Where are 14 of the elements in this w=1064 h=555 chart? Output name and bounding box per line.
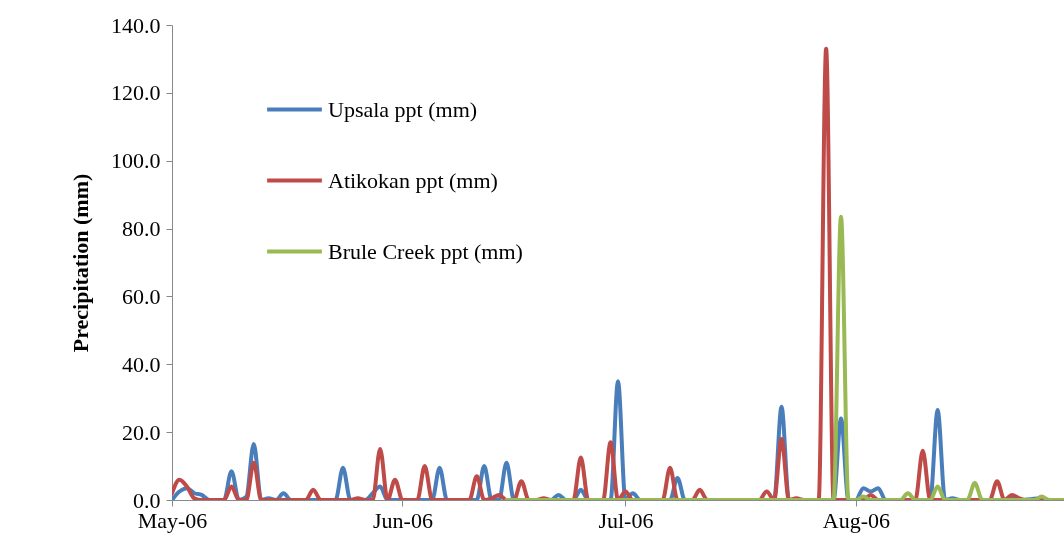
x-tick-label: Aug-06 xyxy=(822,507,890,533)
y-axis-title: Precipitation (mm) xyxy=(68,173,93,353)
y-tick-label: 140.0 xyxy=(111,12,161,38)
y-tick-label: 60.0 xyxy=(122,283,161,309)
legend-label: Atikokan ppt (mm) xyxy=(328,167,498,193)
y-tick-label: 120.0 xyxy=(111,80,161,106)
x-tick-label: Jul-06 xyxy=(598,507,654,533)
x-tick-label: Jun-06 xyxy=(372,507,433,533)
y-tick-label: 40.0 xyxy=(122,351,161,377)
y-tick-label: 100.0 xyxy=(111,148,161,174)
legend-label: Upsala ppt (mm) xyxy=(328,96,478,122)
legend-label: Brule Creek ppt (mm) xyxy=(328,238,523,264)
y-tick-label: 20.0 xyxy=(122,419,161,445)
y-tick-label: 80.0 xyxy=(122,216,161,242)
